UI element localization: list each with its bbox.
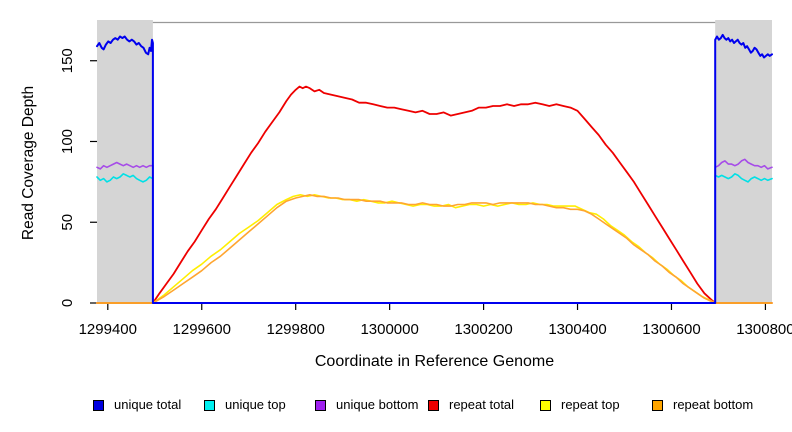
masked-region — [715, 20, 772, 304]
series-line-unique-bottom — [96, 158, 773, 304]
y-tick-label: 50 — [59, 214, 76, 231]
legend-label: repeat bottom — [673, 397, 754, 412]
legend-label: unique bottom — [336, 397, 419, 412]
legend-item-repeat-top: repeat top — [540, 398, 620, 412]
x-tick-label: 1300800 — [736, 321, 792, 338]
legend-label: repeat top — [561, 397, 620, 412]
legend-item-unique-bottom: unique bottom — [315, 398, 418, 412]
x-tick-label: 1300000 — [360, 321, 418, 338]
legend-swatch-icon — [540, 399, 551, 411]
legend-swatch-icon — [652, 399, 663, 411]
x-tick-label: 1299800 — [266, 321, 324, 338]
legend-item-unique-top: unique top — [204, 398, 286, 412]
x-axis-title: Coordinate in Reference Genome — [314, 353, 555, 370]
legend-swatch-icon — [204, 399, 215, 411]
legend-swatch-icon — [315, 399, 326, 411]
y-tick-label: 100 — [59, 129, 76, 154]
series-line-repeat-top — [96, 194, 773, 304]
y-tick-label: 150 — [59, 48, 76, 73]
legend-swatch-icon — [428, 399, 439, 411]
x-tick-label: 1299400 — [79, 321, 137, 338]
masked-region — [97, 20, 153, 304]
legend-label: unique total — [114, 397, 182, 412]
plot-area: 1299400 1299600 1299800 1300000 1300200 13004… — [59, 20, 792, 338]
legend-label: unique top — [225, 397, 286, 412]
legend-item-repeat-total: repeat total — [428, 398, 514, 412]
y-axis-title: Read Coverage Depth — [20, 85, 37, 241]
series-line-unique-total — [96, 33, 773, 304]
legend-item-unique-total: unique total — [93, 398, 181, 412]
x-tick-label: 1299600 — [173, 321, 231, 338]
legend-swatch-icon — [93, 399, 104, 411]
series-line-unique-top — [96, 173, 773, 304]
series-line-repeat-total — [96, 85, 773, 304]
x-tick-label: 1300200 — [454, 321, 512, 338]
x-tick-label: 1300600 — [642, 321, 700, 338]
legend-item-repeat-bottom: repeat bottom — [652, 398, 753, 412]
legend-label: repeat total — [449, 397, 515, 412]
y-tick-label: 0 — [59, 299, 76, 307]
series-line-repeat-bottom — [96, 194, 773, 304]
x-tick-label: 1300400 — [548, 321, 606, 338]
